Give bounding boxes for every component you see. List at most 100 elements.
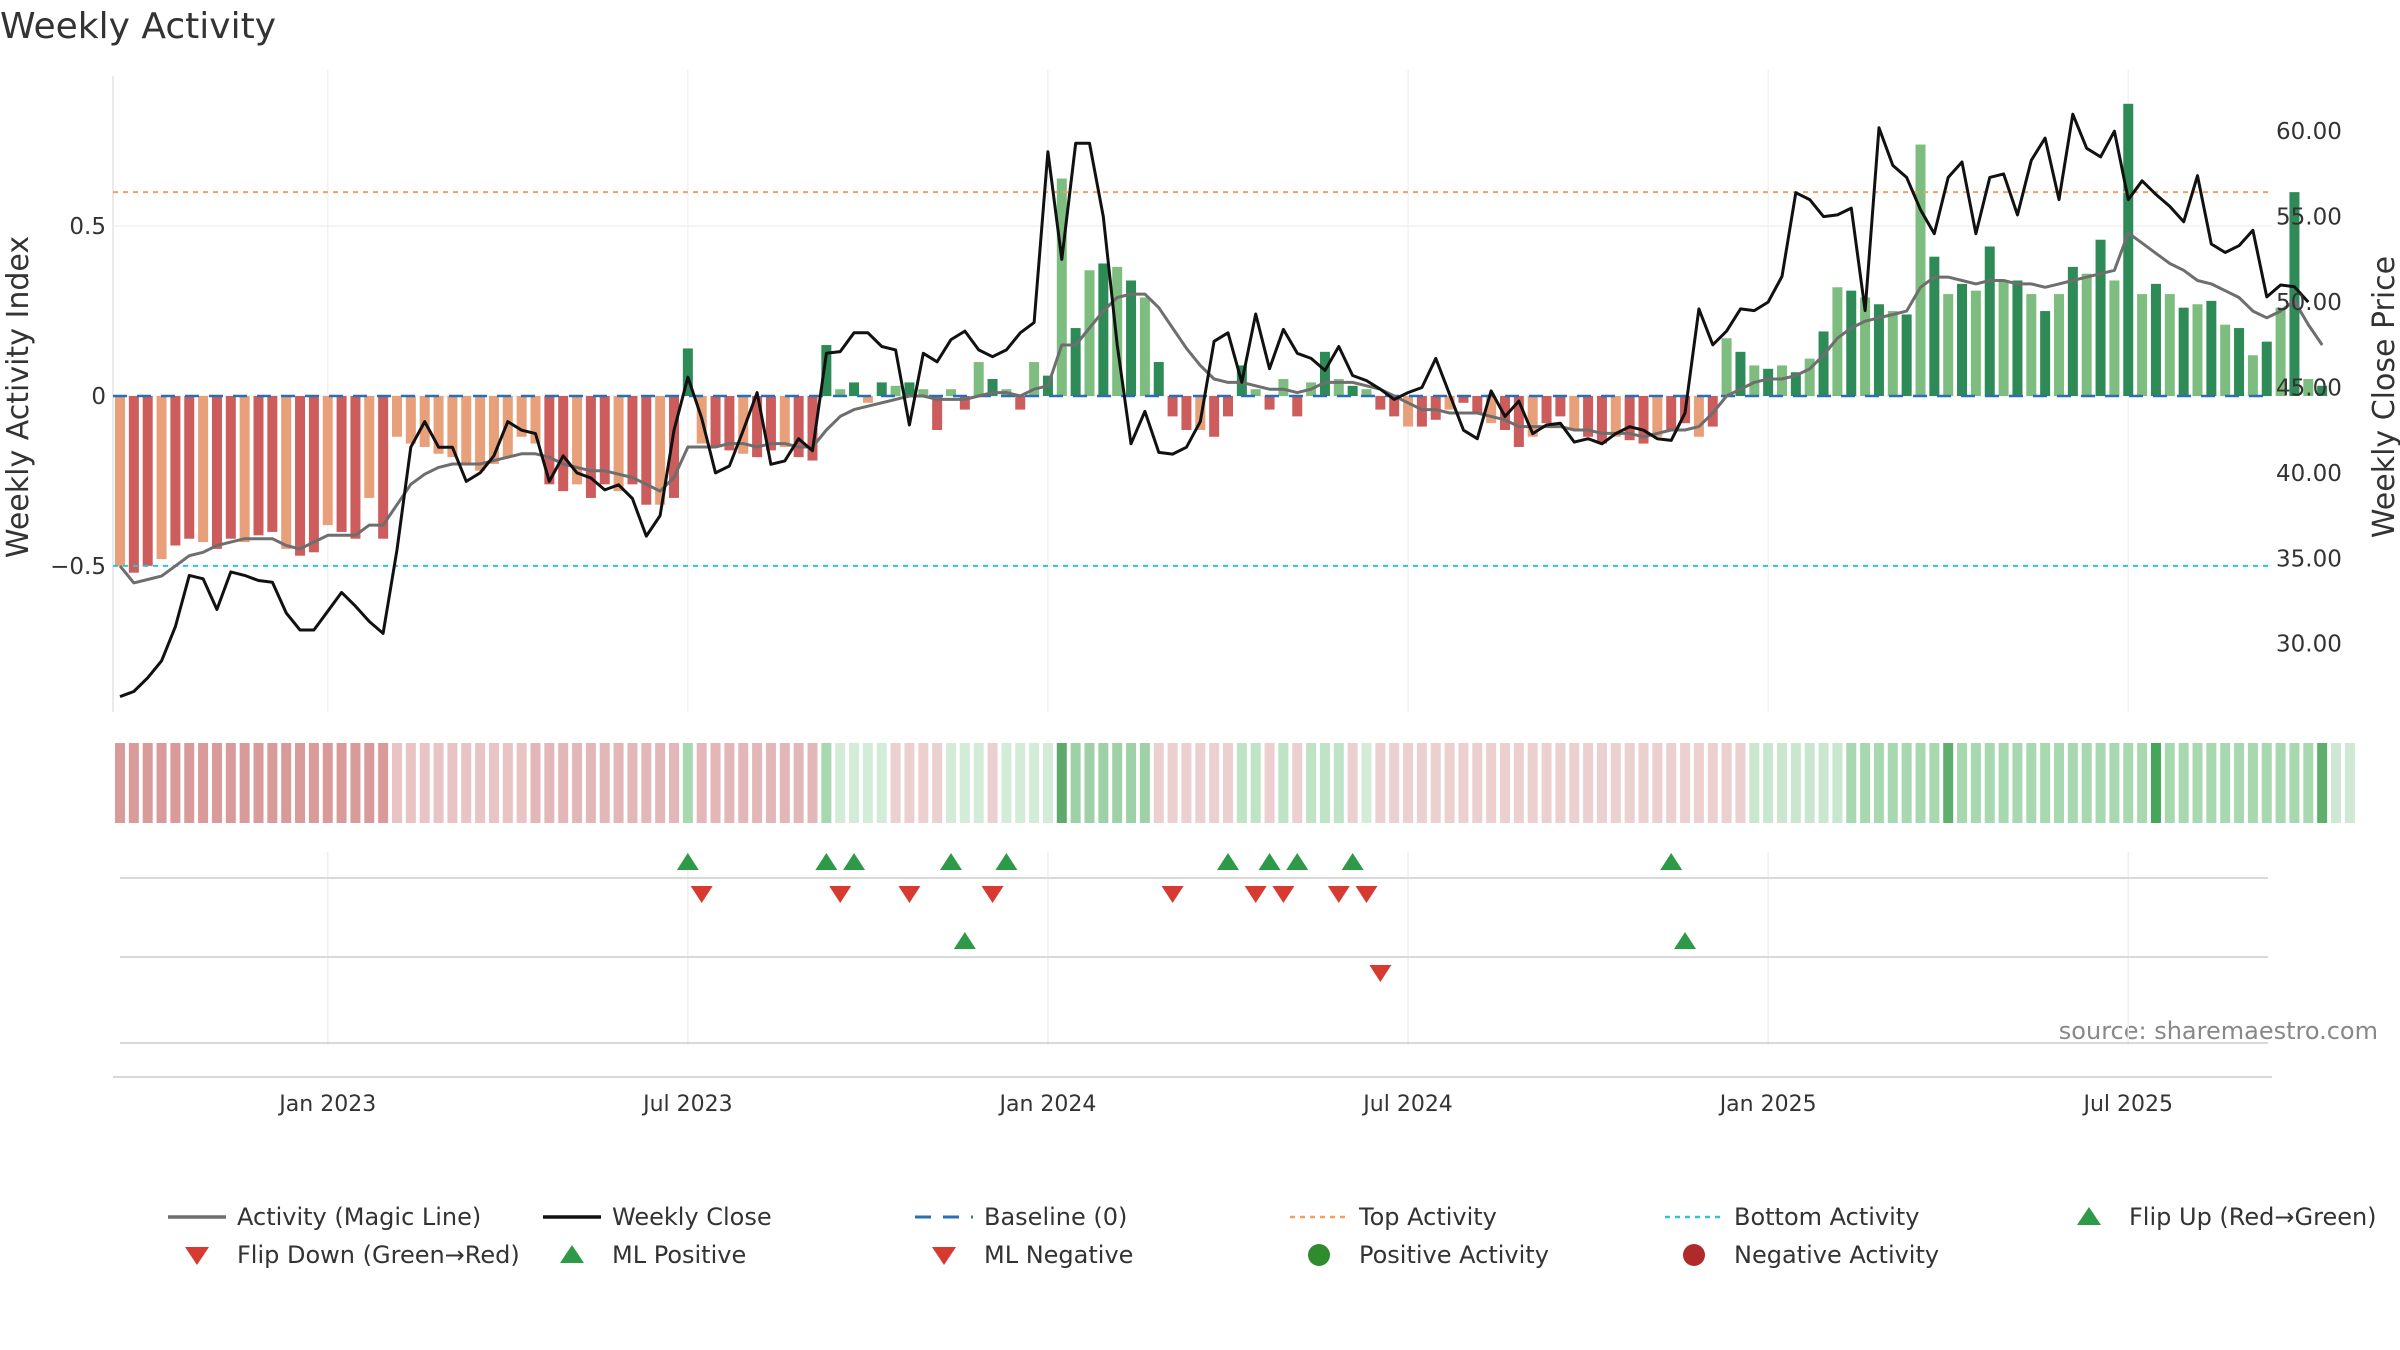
activity-bar bbox=[1693, 396, 1704, 437]
ribbon-cell bbox=[2150, 743, 2161, 823]
activity-bar bbox=[1472, 396, 1483, 413]
activity-bar bbox=[156, 396, 167, 560]
activity-bar bbox=[1292, 396, 1303, 417]
activity-bar bbox=[1555, 396, 1566, 417]
activity-bar bbox=[918, 389, 929, 396]
activity-bar bbox=[1278, 379, 1289, 396]
ribbon-cell bbox=[1901, 743, 1912, 823]
ribbon-cell bbox=[2054, 743, 2064, 823]
activity-bar bbox=[2067, 266, 2078, 396]
legend-swatch-triangle-down bbox=[932, 1247, 956, 1265]
chart-title: Weekly Activity bbox=[0, 6, 276, 47]
ribbon-cell bbox=[239, 743, 250, 823]
ribbon-cell bbox=[696, 743, 707, 823]
ribbon-cell bbox=[2067, 743, 2078, 823]
activity-bar bbox=[1970, 290, 1981, 396]
activity-bar bbox=[849, 382, 860, 396]
activity-bar bbox=[295, 396, 306, 556]
activity-bar bbox=[267, 396, 278, 532]
ribbon-cell bbox=[2344, 743, 2355, 823]
ribbon-cell bbox=[572, 743, 583, 823]
weekly-close-line bbox=[119, 112, 2310, 699]
activity-bar bbox=[1777, 365, 1787, 396]
ribbon-cell bbox=[253, 743, 264, 823]
ribbon-cell bbox=[1333, 743, 1344, 823]
ribbon-cell bbox=[1209, 743, 1220, 823]
flip-up-marker bbox=[1258, 853, 1281, 870]
ribbon-cell bbox=[1112, 743, 1123, 823]
ribbon-cell bbox=[1486, 743, 1497, 823]
y2-tick-label: 40.00 bbox=[2276, 461, 2342, 487]
y2-tick-label: 35.00 bbox=[2276, 546, 2342, 572]
ribbon-cell bbox=[2123, 743, 2134, 823]
activity-bar bbox=[253, 396, 264, 536]
activity-bar bbox=[862, 396, 873, 403]
activity-bar bbox=[710, 396, 721, 447]
activity-bar bbox=[281, 396, 292, 549]
ribbon-cell bbox=[295, 743, 306, 823]
ribbon-cell bbox=[544, 743, 555, 823]
ribbon-cell bbox=[2247, 743, 2258, 823]
legend-swatch-circle bbox=[1308, 1244, 1330, 1266]
ribbon-cell bbox=[2289, 743, 2300, 823]
activity-bar bbox=[1403, 396, 1414, 427]
legend-item: Top Activity bbox=[1290, 1203, 1497, 1231]
series-lines bbox=[118, 112, 2324, 699]
legend-label: ML Negative bbox=[984, 1241, 1133, 1269]
ribbon-cell bbox=[1915, 743, 1926, 823]
ribbon-cell bbox=[198, 743, 209, 823]
legend-item: Positive Activity bbox=[1308, 1241, 1549, 1269]
ribbon-cell bbox=[890, 743, 901, 823]
ribbon-cell bbox=[1375, 743, 1386, 823]
activity-bar bbox=[1500, 396, 1510, 430]
ribbon-cell bbox=[1098, 743, 1109, 823]
activity-bar bbox=[1652, 396, 1663, 437]
ribbon-cell bbox=[1306, 743, 1317, 823]
activity-bar bbox=[2317, 385, 2328, 396]
ribbon-cell bbox=[2137, 743, 2148, 823]
ribbon-cell bbox=[1610, 743, 1621, 823]
ribbon-cell bbox=[1444, 743, 1455, 823]
activity-bar bbox=[1901, 314, 1912, 396]
activity-bar bbox=[1416, 396, 1427, 427]
ribbon-cell bbox=[710, 743, 721, 823]
activity-bar bbox=[1527, 396, 1538, 437]
ribbon-cell bbox=[1596, 743, 1607, 823]
activity-bar bbox=[2026, 294, 2037, 396]
ribbon-cell bbox=[1887, 743, 1898, 823]
activity-bar bbox=[115, 396, 125, 566]
activity-bar bbox=[2275, 307, 2286, 396]
ribbon-cell bbox=[1513, 743, 1524, 823]
ribbon-cell bbox=[1347, 743, 1358, 823]
activity-bar bbox=[821, 345, 832, 396]
activity-bar bbox=[1361, 389, 1372, 396]
ribbon-cell bbox=[350, 743, 361, 823]
y2-tick-label: 50.00 bbox=[2276, 290, 2342, 316]
ribbon-cell bbox=[613, 743, 624, 823]
source-credit: source: sharemaestro.com bbox=[2059, 1017, 2378, 1045]
ribbon-cell bbox=[1070, 743, 1081, 823]
activity-bar bbox=[2109, 280, 2120, 396]
ribbon-cell bbox=[392, 743, 402, 823]
ribbon-cell bbox=[1707, 743, 1718, 823]
activity-bar bbox=[1666, 396, 1677, 430]
x-tick-label: Jul 2023 bbox=[641, 1092, 733, 1117]
activity-bar bbox=[1929, 256, 1940, 396]
ribbon-cell bbox=[2317, 743, 2328, 823]
ribbon-cell bbox=[267, 743, 278, 823]
activity-bar bbox=[2303, 379, 2314, 396]
ribbon-cell bbox=[1236, 743, 1247, 823]
activity-bar bbox=[2247, 355, 2258, 396]
ribbon-cell bbox=[2081, 743, 2092, 823]
legend-label: Weekly Close bbox=[612, 1203, 772, 1231]
activity-bar bbox=[1444, 396, 1455, 410]
y-tick-label: 0.5 bbox=[69, 214, 106, 240]
ribbon-cell bbox=[849, 743, 860, 823]
activity-bar bbox=[807, 396, 818, 461]
activity-bar bbox=[516, 396, 527, 437]
ribbon-cell bbox=[1527, 743, 1538, 823]
flip-down-marker bbox=[1244, 886, 1267, 903]
ribbon-cell bbox=[724, 743, 735, 823]
ribbon-cell bbox=[876, 743, 887, 823]
